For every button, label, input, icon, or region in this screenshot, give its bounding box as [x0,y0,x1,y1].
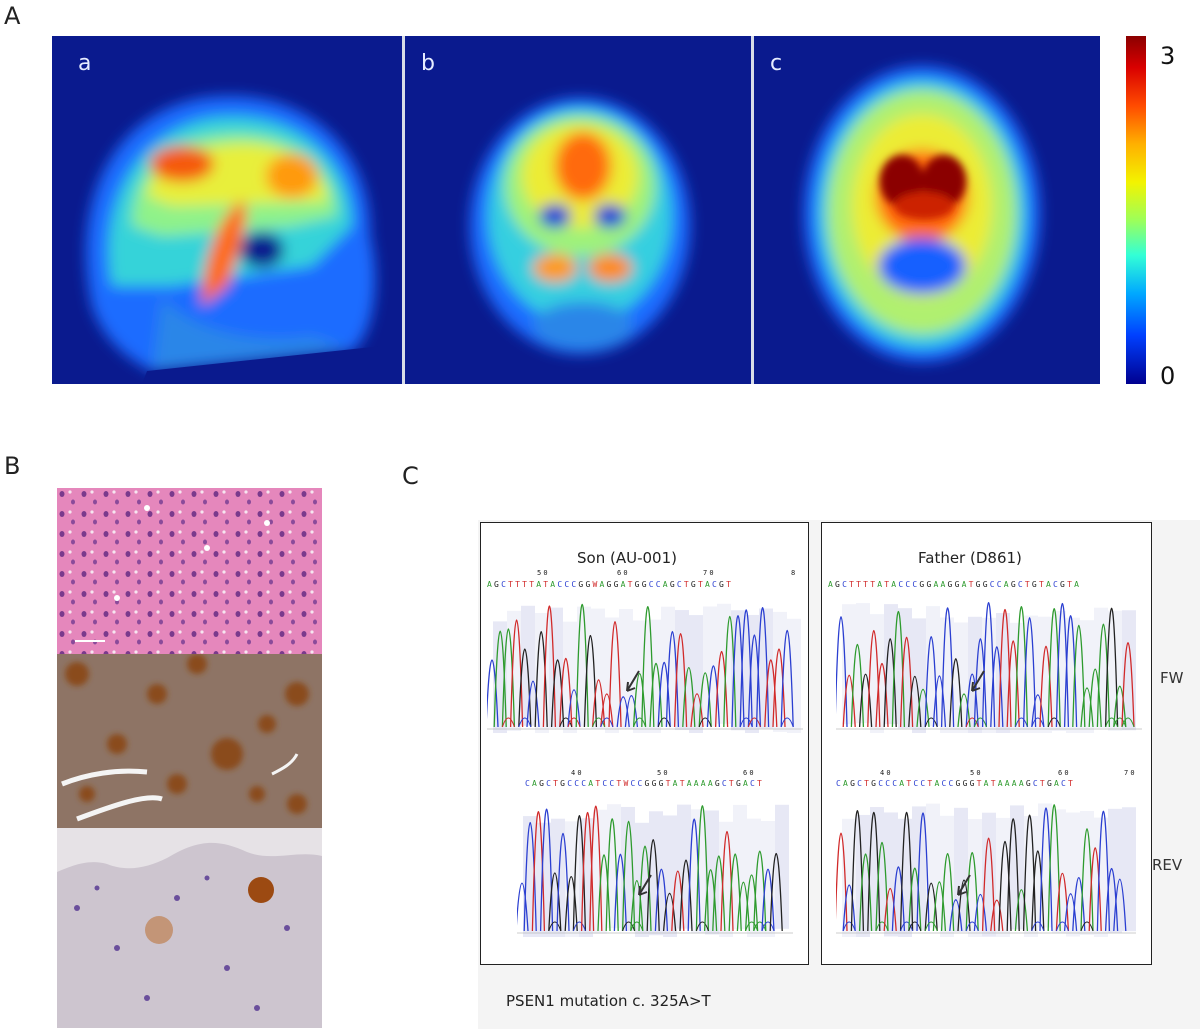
fw-tick-label: 50 [537,569,550,577]
chromatogram-box-father: Father (D861) AGCTTTTATACCCGGAAGGATGGCCA… [821,522,1152,965]
colorbar-max-label: 3 [1160,42,1176,70]
pet-view-axial: c [754,36,1100,384]
fw-tick-label: 70 [703,569,716,577]
pet-colorbar [1126,36,1146,384]
chromatogram-title: Son (AU-001) [577,549,677,567]
rev-chromatogram-son [517,804,793,937]
histology-amyloid-stain [57,654,322,828]
pet-view-sagittal: a [52,36,402,384]
pet-divider [402,36,405,384]
rev-chromatogram-father [836,803,1136,937]
rev-sequence: CAGCTGCCCATCCTWCCGGGTATAAAAGCTGACT [525,779,765,788]
colorbar-min-label: 0 [1160,362,1176,390]
fw-sequence: AGCTTTTATACCCGGAAGGATGGCCAGCTGTACGTA [828,580,1082,589]
histology-he-stain [57,488,322,654]
rev-tick-label: 60 [1058,769,1071,777]
chromatogram-box-son: Son (AU-001) AGCTTTTATACCCGGWAGGATGGCCAG… [480,522,809,965]
rev-tick-label: 40 [880,769,893,777]
fw-tick-label: 60 [617,569,630,577]
rev-tick-label: 50 [657,769,670,777]
panel-label-a: A [4,2,21,30]
mutation-caption: PSEN1 mutation c. 325A>T [506,992,711,1010]
panel-label-c: C [402,462,419,490]
pet-sublabel-b: b [421,51,435,76]
fw-chromatogram-father [836,602,1142,733]
histology-tau-stain [57,828,322,1028]
fw-chromatogram-son [487,603,803,733]
fw-sequence: AGCTTTTATACCCGGWAGGATGGCCAGCTGTACGT [487,580,734,589]
pet-sublabel-c: c [770,51,782,76]
rev-tick-label: 70 [1124,769,1137,777]
rev-tick-label: 60 [743,769,756,777]
pet-image-strip: a b [52,36,1100,384]
rev-sequence: CAGCTGCCCATCCTACCGGGTATAAAAGCTGACT [836,779,1076,788]
pet-sublabel-a: a [78,51,91,76]
rev-tick-label: 50 [970,769,983,777]
pet-view-coronal: b [405,36,751,384]
pet-divider [751,36,754,384]
panel-label-b: B [4,452,21,480]
chromatogram-title: Father (D861) [918,549,1022,567]
row-label-rev: REV [1152,856,1183,874]
fw-tick-label: 8 [791,569,798,577]
rev-tick-label: 40 [571,769,584,777]
row-label-fw: FW [1160,669,1184,687]
